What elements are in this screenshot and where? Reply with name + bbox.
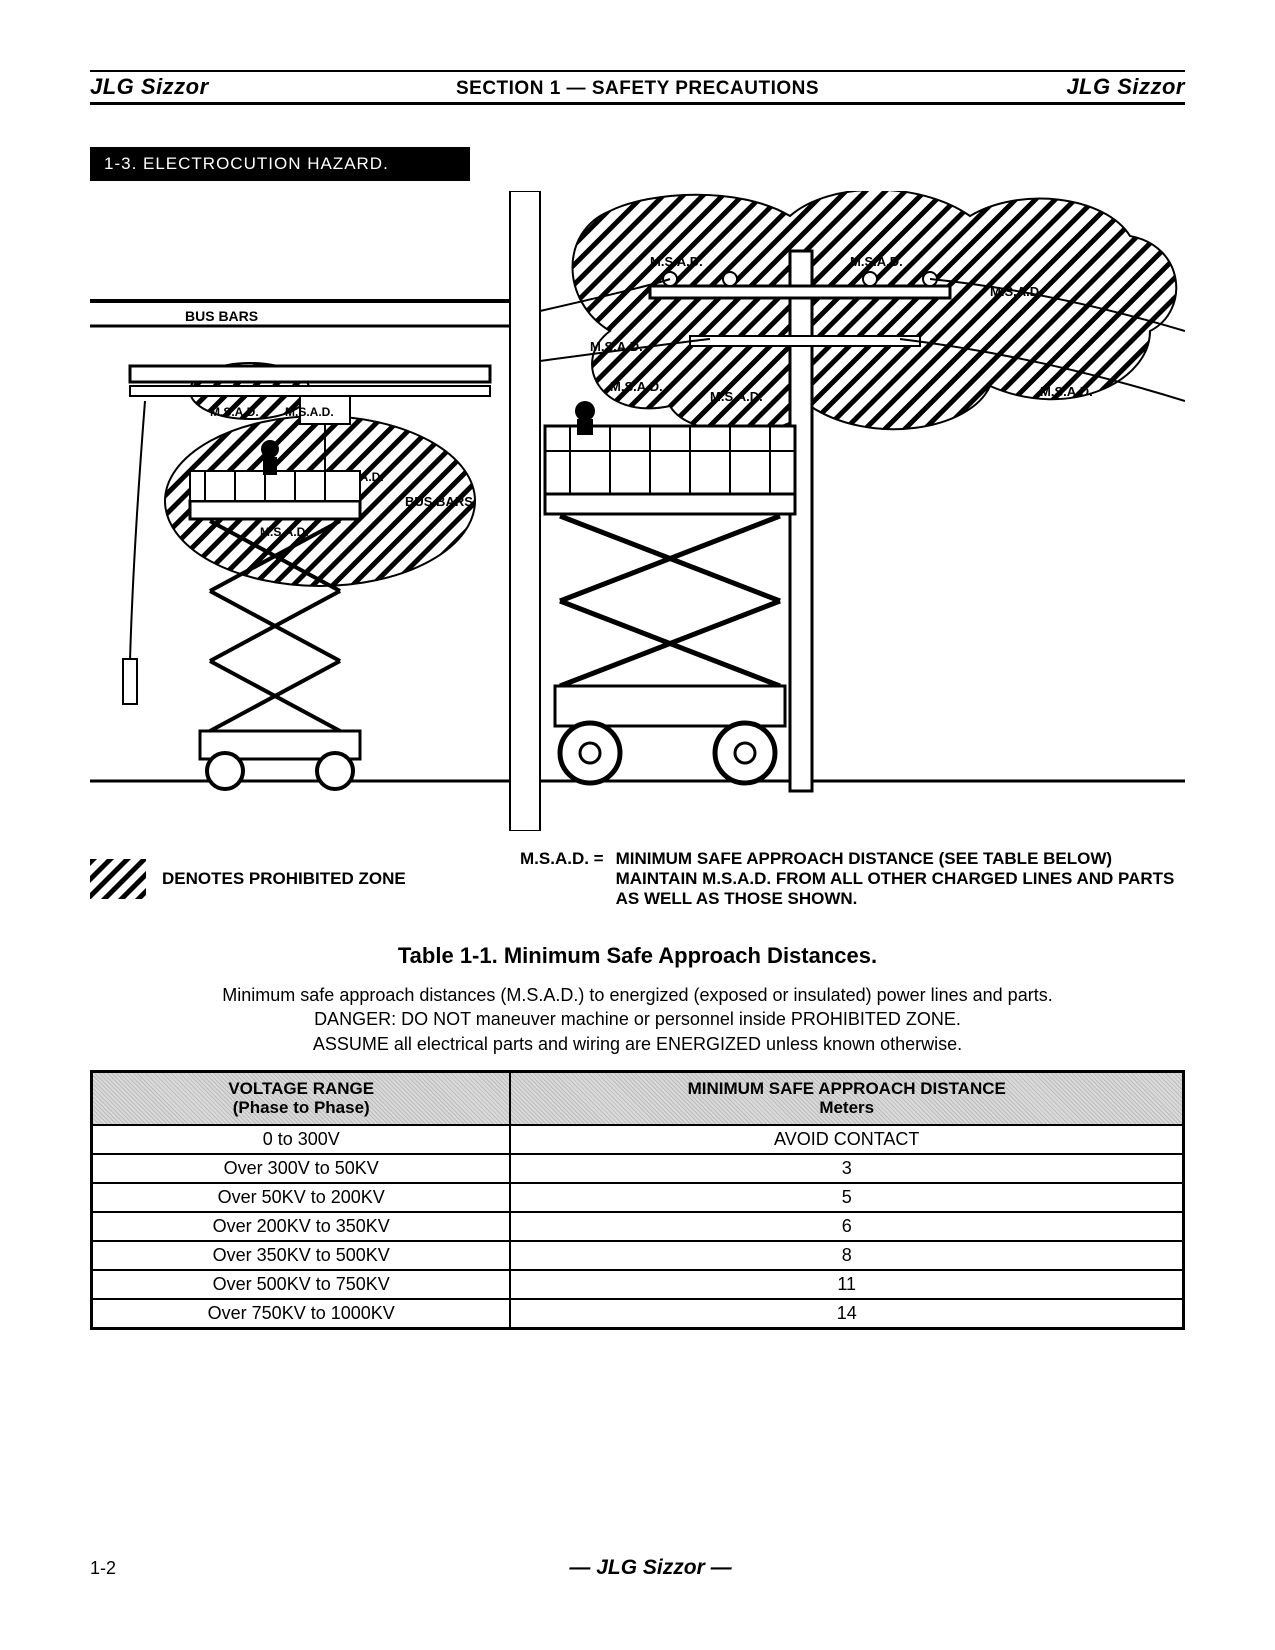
col-header-voltage: VOLTAGE RANGE (Phase to Phase)	[92, 1071, 511, 1125]
label-msad-r4: M.S.A.D.	[590, 339, 643, 354]
table-row: Over 750KV to 1000KV 14	[92, 1299, 1184, 1329]
table-row: Over 350KV to 500KV 8	[92, 1241, 1184, 1270]
col-header-distance: MINIMUM SAFE APPROACH DISTANCE Meters	[510, 1071, 1183, 1125]
page: JLG Sizzor SECTION 1 — SAFETY PRECAUTION…	[0, 0, 1275, 1650]
legend-prohibited-text: DENOTES PROHIBITED ZONE	[162, 869, 406, 889]
cell-distance: 3	[510, 1154, 1183, 1183]
table-row: Over 300V to 50KV 3	[92, 1154, 1184, 1183]
table-title: Table 1-1. Minimum Safe Approach Distanc…	[90, 943, 1185, 969]
table-intro: Minimum safe approach distances (M.S.A.D…	[90, 983, 1185, 1056]
table-row: Over 500KV to 750KV 11	[92, 1270, 1184, 1299]
label-msad-r2: M.S.A.D.	[850, 254, 903, 269]
label-bus-bars-2: BUS BARS	[405, 494, 473, 509]
label-msad-l4: M.S.A.D.	[260, 525, 309, 539]
electrocution-hazard-diagram: BUS BARS BUS BARS M.S.A.D. M.S.A.D. M.S.…	[90, 191, 1185, 831]
legend-msad-text: MINIMUM SAFE APPROACH DISTANCE (SEE TABL…	[616, 849, 1185, 909]
cell-voltage: 0 to 300V	[92, 1125, 511, 1154]
page-header: JLG Sizzor SECTION 1 — SAFETY PRECAUTION…	[90, 74, 1185, 105]
cell-distance: 11	[510, 1270, 1183, 1299]
label-msad-l2: M.S.A.D.	[285, 405, 334, 419]
cell-voltage: Over 50KV to 200KV	[92, 1183, 511, 1212]
page-footer: 1-2 — JLG Sizzor —	[90, 1556, 1185, 1580]
scissor-lift-left-icon	[190, 440, 360, 789]
label-msad-l1: M.S.A.D.	[210, 405, 259, 419]
header-left: JLG Sizzor	[90, 74, 209, 100]
cell-voltage: Over 350KV to 500KV	[92, 1241, 511, 1270]
cell-distance: AVOID CONTACT	[510, 1125, 1183, 1154]
label-msad-r7: M.S.A.D.	[1040, 384, 1093, 399]
header-right: JLG Sizzor	[1066, 74, 1185, 100]
msad-table: VOLTAGE RANGE (Phase to Phase) MINIMUM S…	[90, 1070, 1185, 1330]
label-msad-r5: M.S.A.D.	[610, 379, 663, 394]
cell-distance: 6	[510, 1212, 1183, 1241]
section-heading-bar: 1-3. ELECTROCUTION HAZARD.	[90, 147, 470, 181]
cell-voltage: Over 750KV to 1000KV	[92, 1299, 511, 1329]
table-row: 0 to 300V AVOID CONTACT	[92, 1125, 1184, 1154]
cell-distance: 8	[510, 1241, 1183, 1270]
table-row: Over 200KV to 350KV 6	[92, 1212, 1184, 1241]
footer-page-number: 1-2	[90, 1558, 116, 1579]
label-bus-bars-1: BUS BARS	[185, 308, 258, 324]
legend-row: DENOTES PROHIBITED ZONE M.S.A.D. = MINIM…	[90, 849, 1185, 909]
header-center: SECTION 1 — SAFETY PRECAUTIONS	[456, 78, 819, 100]
label-msad-r1: M.S.A.D.	[650, 254, 703, 269]
legend-prohibited: DENOTES PROHIBITED ZONE	[90, 849, 520, 909]
label-msad-r6: M.S.A.D.	[710, 389, 763, 404]
cell-distance: 14	[510, 1299, 1183, 1329]
header-rule-top	[90, 70, 1185, 72]
diagram-svg: BUS BARS BUS BARS M.S.A.D. M.S.A.D. M.S.…	[90, 191, 1185, 831]
cell-voltage: Over 200KV to 350KV	[92, 1212, 511, 1241]
table-row: Over 50KV to 200KV 5	[92, 1183, 1184, 1212]
legend-msad: M.S.A.D. = MINIMUM SAFE APPROACH DISTANC…	[520, 849, 1185, 909]
cell-voltage: Over 500KV to 750KV	[92, 1270, 511, 1299]
cell-distance: 5	[510, 1183, 1183, 1212]
legend-msad-key: M.S.A.D. =	[520, 849, 604, 909]
cell-voltage: Over 300V to 50KV	[92, 1154, 511, 1183]
label-msad-r3: M.S.A.D.	[990, 284, 1043, 299]
table-header-row: VOLTAGE RANGE (Phase to Phase) MINIMUM S…	[92, 1071, 1184, 1125]
footer-center: — JLG Sizzor —	[569, 1556, 731, 1580]
hatch-swatch-icon	[90, 859, 146, 899]
scissor-lift-right-icon	[545, 401, 795, 783]
